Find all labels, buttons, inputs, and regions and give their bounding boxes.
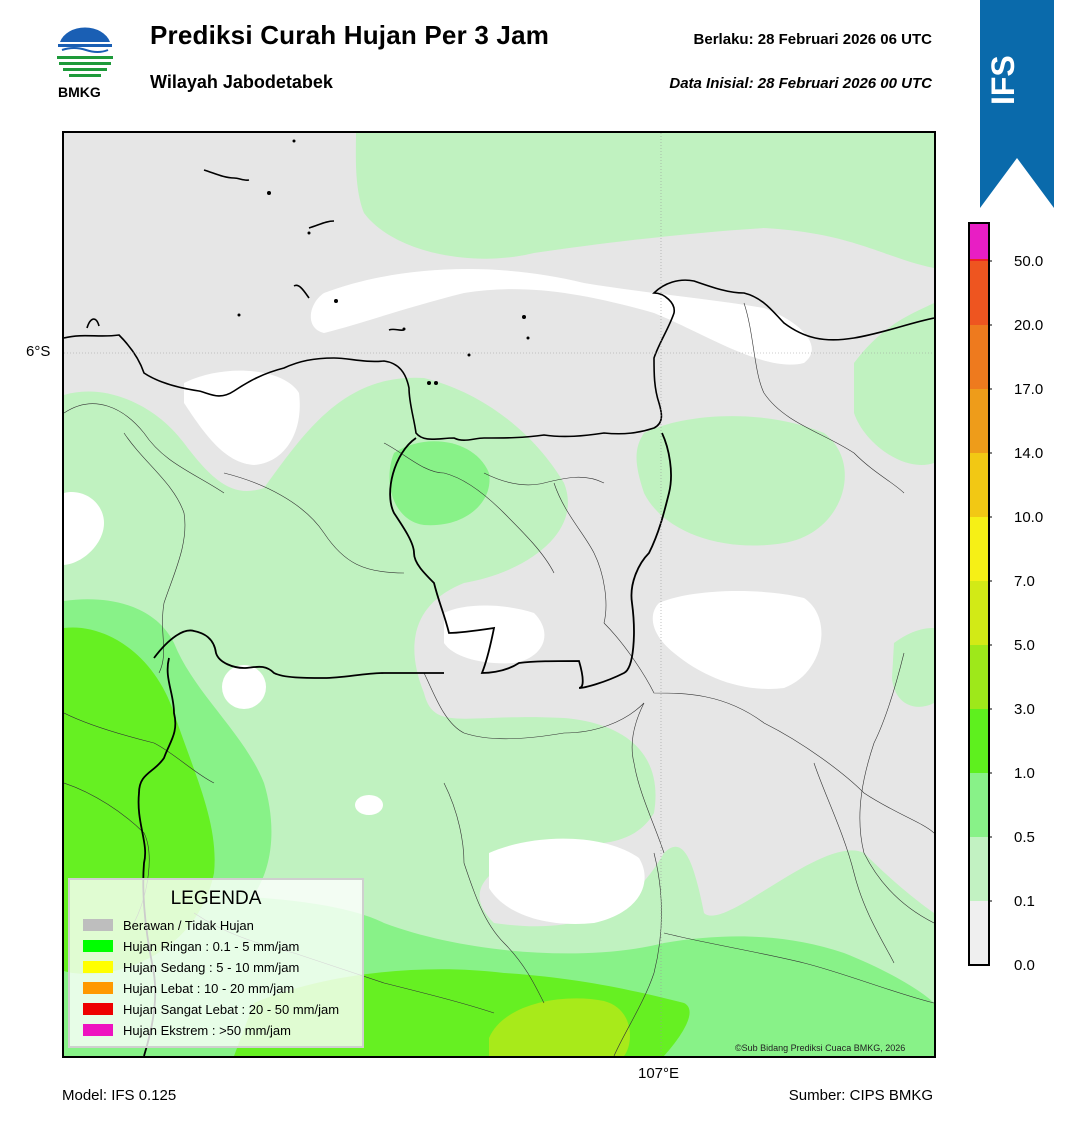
colorbar-tick-label: 1.0 bbox=[1014, 765, 1035, 782]
colorbar-tick-label: 20.0 bbox=[1014, 317, 1044, 334]
colorbar-segment bbox=[969, 581, 989, 645]
colorbar-tick-label: 0.5 bbox=[1014, 829, 1035, 846]
colorbar-segment bbox=[969, 389, 989, 453]
legend-label: Hujan Ringan : 0.1 - 5 mm/jam bbox=[123, 938, 300, 954]
longitude-label: 107°E bbox=[638, 1065, 680, 1082]
colorbar-tick-label: 7.0 bbox=[1014, 573, 1035, 590]
legend-item: Berawan / Tidak Hujan bbox=[83, 916, 254, 934]
colorbar-tick-label: 3.0 bbox=[1014, 701, 1035, 718]
colorbar-tick-label: 50.0 bbox=[1014, 253, 1044, 270]
legend-label: Hujan Sedang : 5 - 10 mm/jam bbox=[123, 959, 300, 975]
legend-swatch bbox=[83, 919, 113, 931]
ifs-badge-label: IFS bbox=[985, 55, 1021, 105]
colorbar-tick-label: 10.0 bbox=[1014, 509, 1044, 526]
legend-label: Hujan Lebat : 10 - 20 mm/jam bbox=[123, 980, 295, 996]
legend-label: Hujan Ekstrem : >50 mm/jam bbox=[123, 1022, 291, 1038]
source-label: Sumber: CIPS BMKG bbox=[788, 1087, 933, 1104]
colorbar-tick-label: 0.1 bbox=[1014, 893, 1035, 910]
legend-swatch bbox=[83, 1003, 113, 1015]
bmkg-logo-text: BMKG bbox=[58, 84, 101, 100]
valid-time: Berlaku: 28 Februari 2026 06 UTC bbox=[693, 31, 932, 48]
colorbar-tick-label: 14.0 bbox=[1014, 445, 1044, 462]
colorbar-segment bbox=[969, 709, 989, 773]
ifs-badge-icon bbox=[980, 0, 1054, 208]
legend-swatch bbox=[83, 940, 113, 952]
page-title: Prediksi Curah Hujan Per 3 Jam bbox=[150, 20, 550, 50]
legend-swatch bbox=[83, 982, 113, 994]
region-subtitle: Wilayah Jabodetabek bbox=[150, 72, 333, 92]
latitude-label: 6°S bbox=[26, 343, 51, 360]
legend-item: Hujan Ringan : 0.1 - 5 mm/jam bbox=[83, 937, 299, 955]
bmkg-logo-icon bbox=[57, 27, 113, 77]
model-label: Model: IFS 0.125 bbox=[62, 1087, 177, 1104]
legend-label: Hujan Sangat Lebat : 20 - 50 mm/jam bbox=[123, 1001, 340, 1017]
colorbar-segment bbox=[969, 325, 989, 389]
legend-item: Hujan Sangat Lebat : 20 - 50 mm/jam bbox=[83, 1000, 339, 1018]
colorbar-tick-label: 5.0 bbox=[1014, 637, 1035, 654]
legend-box: LEGENDA Berawan / Tidak Hujan Hujan Ring… bbox=[68, 878, 364, 1048]
legend-item: Hujan Lebat : 10 - 20 mm/jam bbox=[83, 979, 294, 997]
colorbar-tick-label: 17.0 bbox=[1014, 381, 1044, 398]
legend-swatch bbox=[83, 1024, 113, 1036]
colorbar-segment bbox=[969, 901, 989, 965]
colorbar bbox=[968, 222, 992, 966]
colorbar-segment bbox=[969, 261, 989, 325]
initial-time: Data Inisial: 28 Februari 2026 00 UTC bbox=[669, 75, 932, 92]
colorbar-segment bbox=[969, 223, 989, 259]
colorbar-segment bbox=[969, 837, 989, 901]
map-credit: ©Sub Bidang Prediksi Cuaca BMKG, 2026 bbox=[735, 1043, 906, 1053]
colorbar-segment bbox=[969, 517, 989, 581]
legend-swatch bbox=[83, 961, 113, 973]
legend-title: LEGENDA bbox=[170, 888, 262, 909]
colorbar-segment bbox=[969, 773, 989, 837]
colorbar-tick-label: 0.0 bbox=[1014, 957, 1035, 974]
legend-label: Berawan / Tidak Hujan bbox=[123, 917, 254, 933]
legend-item: Hujan Ekstrem : >50 mm/jam bbox=[83, 1021, 291, 1039]
colorbar-segment bbox=[969, 453, 989, 517]
legend-item: Hujan Sedang : 5 - 10 mm/jam bbox=[83, 958, 299, 976]
colorbar-segment bbox=[969, 645, 989, 709]
